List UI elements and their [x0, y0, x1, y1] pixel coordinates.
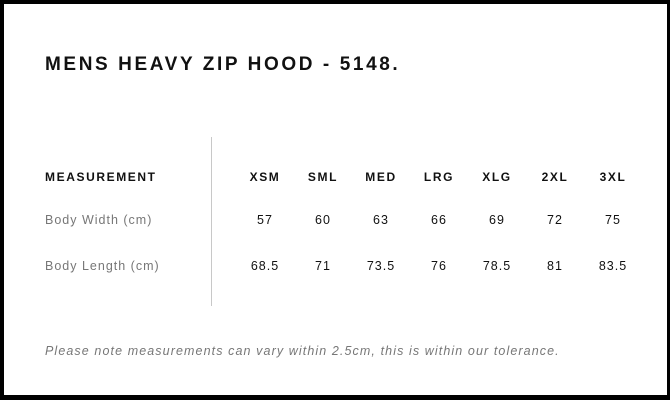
- measurement-header: MEASUREMENT: [45, 170, 157, 184]
- size-header-sml: SML: [307, 170, 339, 184]
- table-cell: 57: [257, 213, 273, 227]
- table-cell: 83.5: [598, 259, 628, 273]
- size-header-xsm: XSM: [249, 170, 281, 184]
- size-header-3xl: 3XL: [599, 170, 627, 184]
- table-cell: 72: [547, 213, 563, 227]
- table-cell: 78.5: [482, 259, 512, 273]
- table-cell: 76: [431, 259, 447, 273]
- table-cell: 60: [315, 213, 331, 227]
- column-divider: [211, 137, 212, 306]
- tolerance-note: Please note measurements can vary within…: [45, 344, 560, 358]
- size-chart-card: MENS HEAVY ZIP HOOD - 5148. MEASUREMENT …: [4, 4, 667, 395]
- table-cell: 81: [547, 259, 563, 273]
- table-cell: 68.5: [250, 259, 280, 273]
- row-label-body-width: Body Width (cm): [45, 213, 153, 227]
- size-header-2xl: 2XL: [541, 170, 569, 184]
- page-title: MENS HEAVY ZIP HOOD - 5148.: [45, 54, 401, 75]
- table-cell: 71: [315, 259, 331, 273]
- table-cell: 73.5: [366, 259, 396, 273]
- size-header-lrg: LRG: [423, 170, 455, 184]
- table-cell: 69: [489, 213, 505, 227]
- row-label-body-length: Body Length (cm): [45, 259, 160, 273]
- table-cell: 75: [605, 213, 621, 227]
- size-header-med: MED: [365, 170, 397, 184]
- table-cell: 66: [431, 213, 447, 227]
- table-cell: 63: [373, 213, 389, 227]
- size-header-xlg: XLG: [482, 170, 512, 184]
